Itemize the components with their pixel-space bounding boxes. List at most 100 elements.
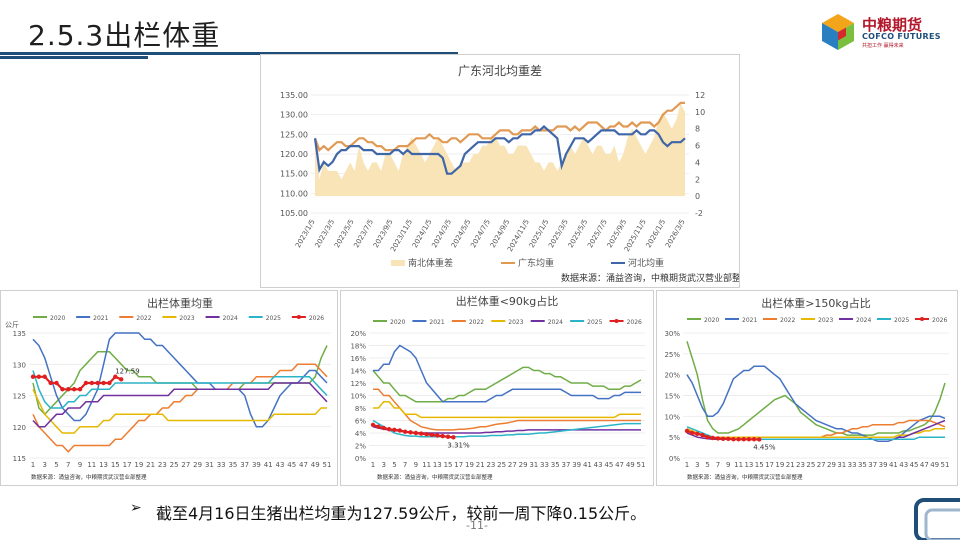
x-tick-label: 35 <box>858 461 867 469</box>
series-point-2026 <box>736 437 741 442</box>
data-source-note: 数据来源：涌益咨询，中粮期货武汉营业部整理 <box>561 272 739 284</box>
x-tick-label: 21 <box>146 461 155 469</box>
y2-tick-label: -2 <box>695 209 703 218</box>
x-tick-label: 43 <box>275 461 284 469</box>
x-tick-label: 33 <box>848 461 857 469</box>
series-point-2026 <box>392 427 397 433</box>
y-tick-label: 125.00 <box>280 130 308 139</box>
series-point-2026 <box>71 387 77 392</box>
x-tick-label: 5 <box>392 461 396 469</box>
x-tick-label: 43 <box>594 461 603 469</box>
series-point-2026 <box>726 436 731 442</box>
x-tick-label: 13 <box>433 461 442 469</box>
x-tick-label: 51 <box>323 461 332 469</box>
y-tick-label: 130.00 <box>280 111 308 120</box>
series-line-2025 <box>372 419 641 438</box>
series-point-2026 <box>119 377 124 382</box>
data-label: 3.31% <box>447 441 470 449</box>
x-tick-label: 19 <box>134 461 143 469</box>
data-source-note: 数据来源：涌益咨询，中粮期货武汉营业部整理 <box>377 473 493 481</box>
legend-label: 2024 <box>548 319 563 326</box>
x-tick-label: 39 <box>572 461 581 469</box>
x-tick-label: 31 <box>205 461 214 469</box>
x-tick-label: 13 <box>744 461 753 469</box>
x-tick-label: 7 <box>716 461 720 469</box>
y-tick-label: 0% <box>669 455 680 463</box>
x-tick-label: 19 <box>465 461 474 469</box>
x-tick-label: 37 <box>561 461 570 469</box>
series-point-2026 <box>751 437 757 442</box>
x-tick-label: 33 <box>217 461 226 469</box>
x-tick-label: 51 <box>941 461 950 469</box>
x-tick-label: 11 <box>87 461 96 469</box>
legend-marker <box>920 317 924 321</box>
y-tick-label: 25% <box>664 351 680 359</box>
legend-label: 2023 <box>508 319 523 326</box>
series-point-2026 <box>60 387 65 392</box>
x-tick-label: 39 <box>879 461 888 469</box>
series-point-2026 <box>95 380 100 386</box>
legend-label: 2025 <box>587 319 602 326</box>
series-point-2026 <box>435 433 440 438</box>
legend-label: 2025 <box>266 315 281 322</box>
y-axis-label: 公斤 <box>5 320 19 329</box>
series-point-2026 <box>429 432 435 438</box>
y2-tick-label: 4 <box>695 158 700 167</box>
logo-english: COFCO FUTURES <box>862 32 941 41</box>
legend-swatch <box>391 260 405 266</box>
summary-text: 截至4月16日生猪出栏均重为127.59公斤，较前一周下降0.15公斤。 <box>156 504 647 523</box>
x-tick-label: 29 <box>519 461 528 469</box>
y-tick-label: 8% <box>355 405 366 413</box>
series-line-2022 <box>32 363 328 453</box>
y-tick-label: 10% <box>350 393 366 401</box>
series-line-2023 <box>373 401 641 419</box>
data-source-note: 数据来源：涌益咨询，中粮期货武汉营业部整理 <box>31 473 147 481</box>
title-underline <box>0 52 458 55</box>
chart-gd-hb-svg: 广东河北均重差 135.00 130.00 125.00 120.00 115.00 110… <box>280 64 739 284</box>
y-tick-label: 20% <box>664 372 680 380</box>
x-tick-label: 23 <box>796 461 805 469</box>
x-tick-label: 37 <box>868 461 877 469</box>
series-line-2021 <box>686 365 946 443</box>
legend-label: 2020 <box>704 317 719 324</box>
x-tick-label: 27 <box>817 461 826 469</box>
series-point-2026 <box>89 380 95 386</box>
y-tick-label: 4% <box>355 430 366 438</box>
x-tick-label: 25 <box>497 461 506 469</box>
legend-label: 2025 <box>894 317 909 324</box>
y-tick-label: 120 <box>13 424 26 432</box>
x-tick-label: 15 <box>755 461 764 469</box>
series-line-2021 <box>373 344 641 403</box>
x-tick-label: 47 <box>299 461 308 469</box>
series-point-2026 <box>48 380 53 386</box>
y-tick-label: 20% <box>350 330 366 338</box>
series-point-2026 <box>424 432 429 437</box>
x-tick-label: 23 <box>158 461 167 469</box>
x-tick-label: 37 <box>240 461 249 469</box>
x-tick-label: 7 <box>403 461 407 469</box>
series-point-2026 <box>107 380 112 386</box>
legend-marker <box>614 319 619 323</box>
series-line-2025 <box>32 370 328 409</box>
legend-label: 2026 <box>309 315 324 322</box>
x-tick-label: 39 <box>252 461 261 469</box>
series-point-2026 <box>689 430 695 436</box>
y-tick-label: 18% <box>350 343 366 351</box>
series-point-2026 <box>440 433 445 439</box>
legend-label: 2023 <box>818 317 833 324</box>
x-tick-label: 41 <box>889 461 898 469</box>
series-point-2026 <box>77 387 83 392</box>
y-tick-label: 30% <box>664 330 680 338</box>
y-tick-label: 135 <box>13 330 26 338</box>
x-tick-label: 23 <box>486 461 495 469</box>
legend-label: 2024 <box>223 315 238 322</box>
x-tick-label: 17 <box>123 461 132 469</box>
legend-label: 2021 <box>429 319 444 326</box>
x-tick-label: 25 <box>806 461 815 469</box>
series-point-2026 <box>381 425 386 431</box>
chart-title: 出栏体重>150kg占比 <box>761 296 871 310</box>
x-tick-label: 3 <box>381 461 385 469</box>
x-tick-label: 5 <box>54 461 58 469</box>
